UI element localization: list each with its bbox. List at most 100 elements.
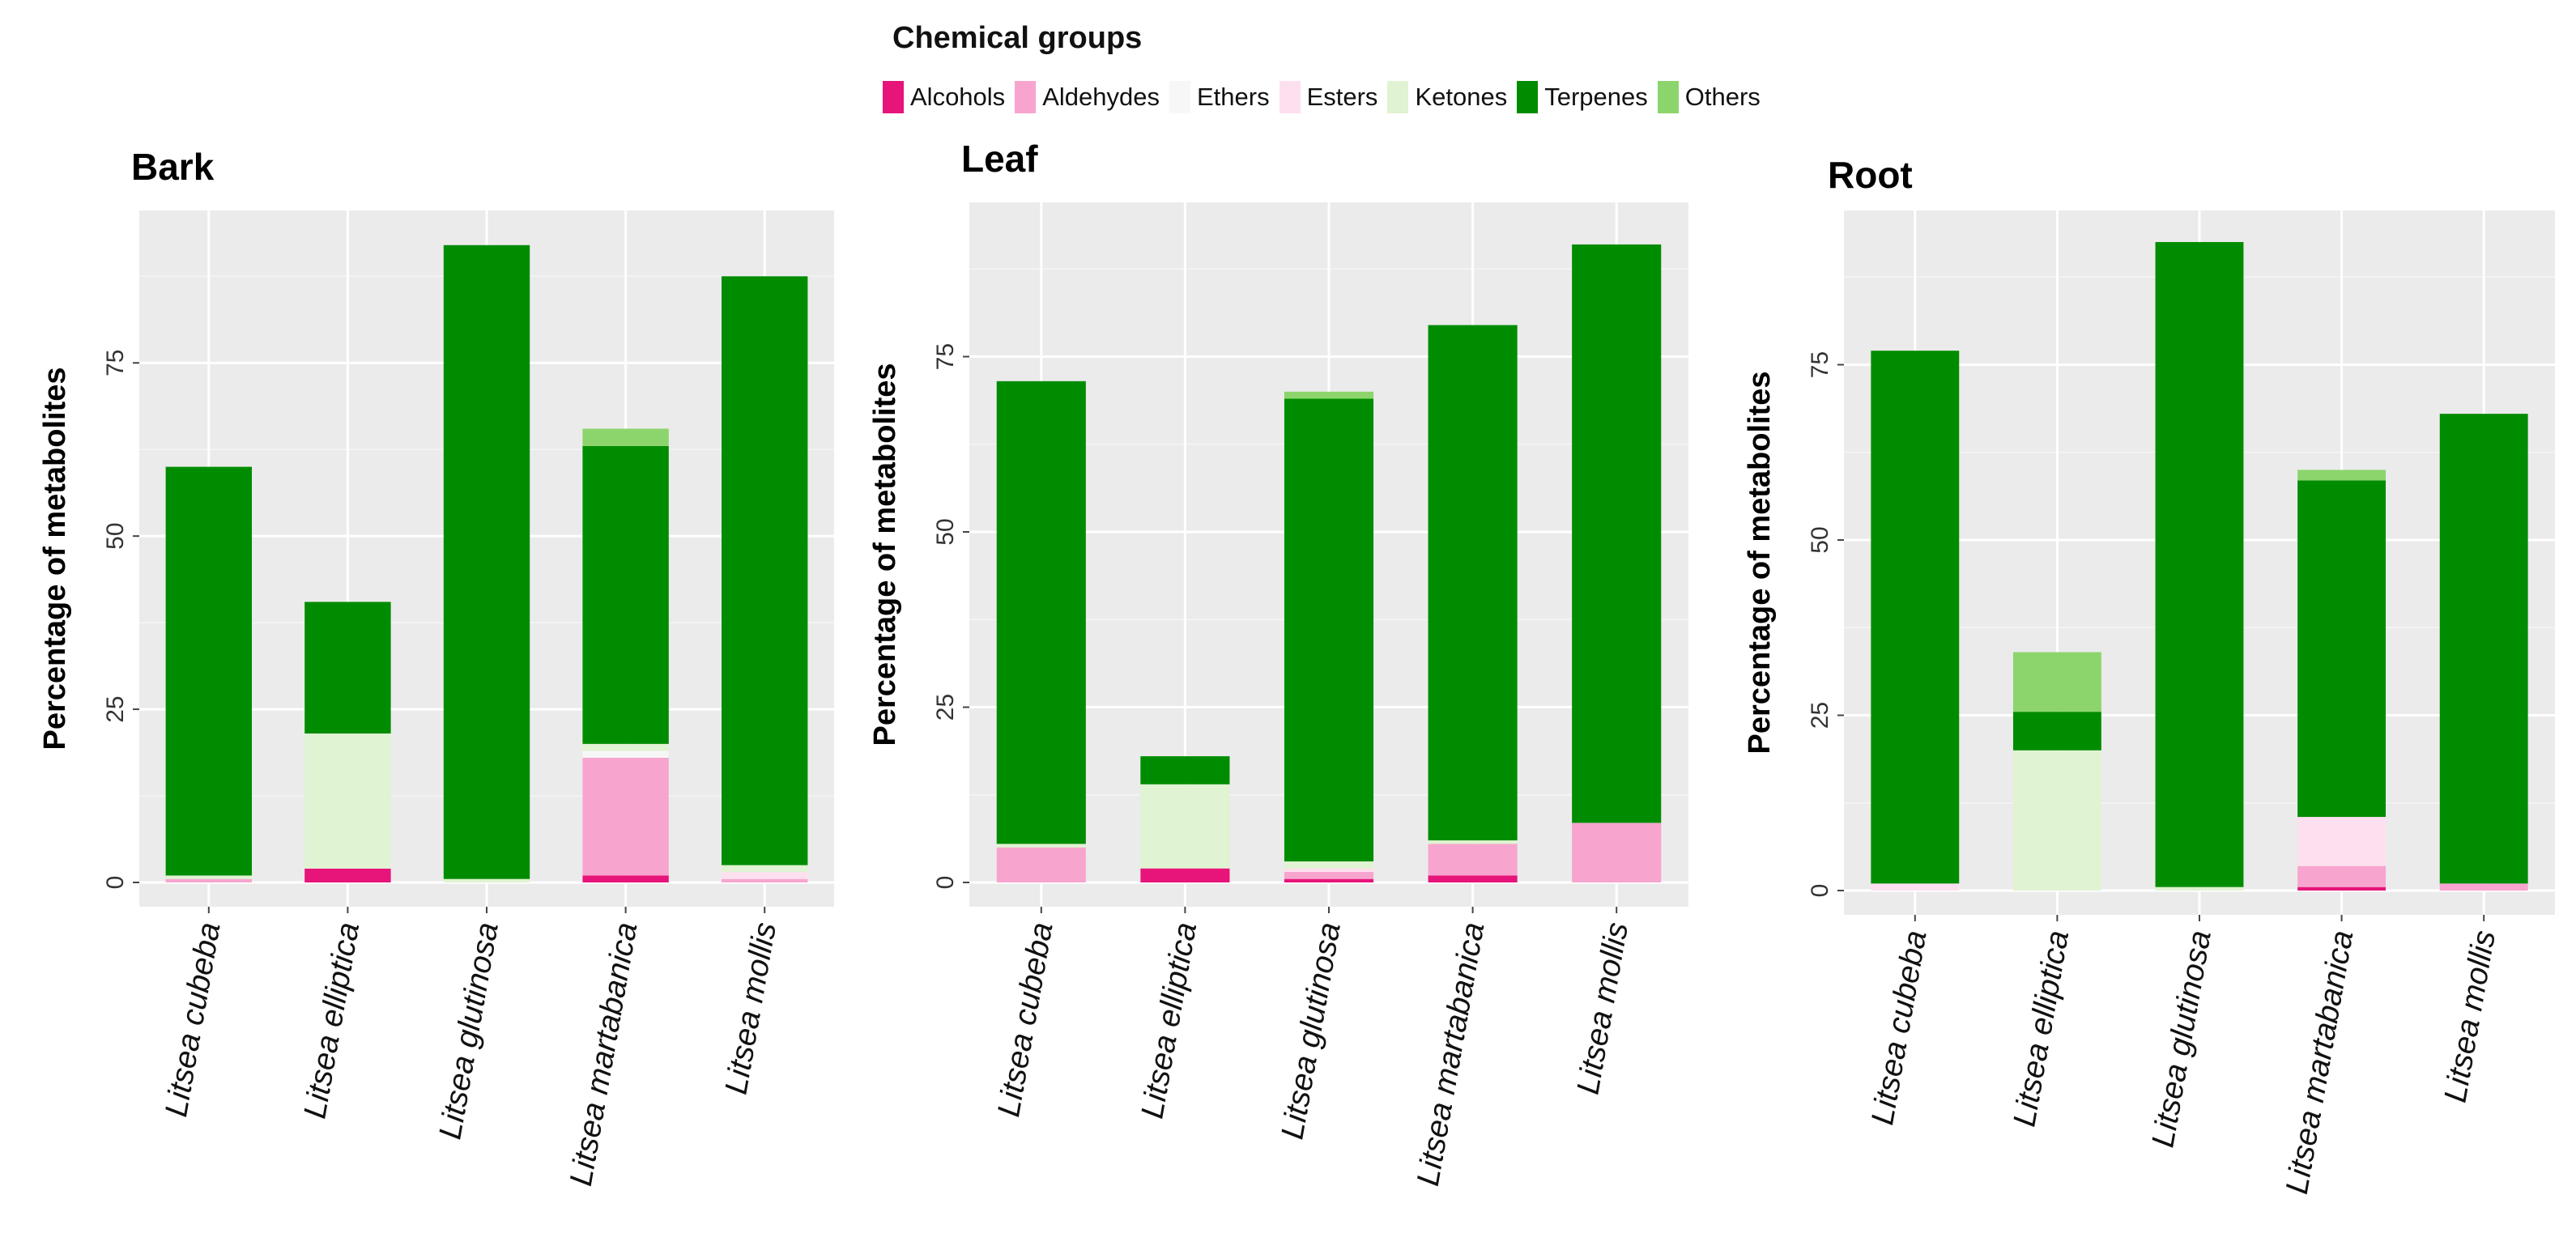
bar-esters-litsea-cubeba bbox=[1871, 883, 1960, 891]
y-tick-label: 0 bbox=[932, 876, 959, 890]
category-label: Litsea glutinosa bbox=[432, 920, 505, 1142]
bar-ketones-litsea-glutinosa bbox=[443, 878, 530, 882]
y-tick-label: 50 bbox=[102, 522, 129, 549]
legend-label-aldehydes: Aldehydes bbox=[1042, 83, 1160, 111]
legend-item-others: Others bbox=[1657, 81, 1761, 113]
legend-swatch-esters bbox=[1279, 81, 1301, 113]
category-label: Litsea martabanica bbox=[1411, 920, 1492, 1188]
bar-esters-litsea-martabanica bbox=[2297, 817, 2387, 866]
bar-terpenes-litsea-glutinosa bbox=[1284, 398, 1374, 862]
category-label: Litsea cubeba bbox=[991, 920, 1060, 1120]
bar-ketones-litsea-martabanica bbox=[1428, 840, 1518, 844]
legend-item-esters: Esters bbox=[1279, 81, 1378, 113]
panel-title: Leaf bbox=[961, 138, 1038, 180]
bar-alcohols-litsea-martabanica bbox=[1428, 875, 1518, 882]
legend-label-terpenes: Terpenes bbox=[1544, 83, 1648, 111]
bar-terpenes-litsea-martabanica bbox=[1428, 325, 1518, 841]
bar-others-litsea-elliptica bbox=[2012, 652, 2101, 712]
bar-aldehydes-litsea-mollis bbox=[2439, 883, 2528, 891]
legend-item-ketones: Ketones bbox=[1387, 81, 1507, 113]
legend-label-alcohols: Alcohols bbox=[910, 83, 1006, 111]
legend-label-ketones: Ketones bbox=[1415, 83, 1508, 111]
bar-ketones-litsea-elliptica bbox=[2012, 750, 2101, 891]
bar-ketones-litsea-cubeba bbox=[165, 875, 252, 879]
y-axis-label: Percentage of metabolites bbox=[868, 363, 902, 746]
bar-terpenes-litsea-elliptica bbox=[1140, 756, 1230, 784]
legend-item-aldehydes: Aldehydes bbox=[1015, 81, 1160, 113]
bar-terpenes-litsea-martabanica bbox=[582, 445, 669, 744]
category-label: Litsea martabanica bbox=[564, 920, 645, 1188]
legend-items: Alcohols Aldehydes Ethers Esters Ketones… bbox=[883, 81, 1770, 113]
bar-others-litsea-martabanica bbox=[582, 428, 669, 446]
bar-ketones-litsea-cubeba bbox=[996, 844, 1086, 848]
y-tick-label: 25 bbox=[932, 694, 959, 721]
bar-ketones-litsea-glutinosa bbox=[2155, 886, 2244, 891]
leaf-panel: Leaf 0 25 50 75 Litsea cubeba Litsea elliptica… bbox=[868, 138, 1688, 1188]
bar-terpenes-litsea-mollis bbox=[2439, 414, 2528, 884]
bar-esters-litsea-mollis bbox=[722, 872, 808, 879]
legend-swatch-terpenes bbox=[1517, 81, 1539, 113]
bar-aldehydes-litsea-martabanica bbox=[2297, 865, 2387, 887]
category-label: Litsea cubeba bbox=[1865, 928, 1934, 1128]
panel-title: Bark bbox=[131, 146, 215, 188]
bar-terpenes-litsea-cubeba bbox=[165, 466, 252, 876]
legend-item-ethers: Ethers bbox=[1169, 81, 1270, 113]
y-tick-label: 0 bbox=[102, 876, 129, 890]
legend-swatch-ethers bbox=[1169, 81, 1190, 113]
y-tick-label: 75 bbox=[932, 343, 959, 370]
bark-panel: Bark 0 25 50 75 Litsea cubeba Litsea elliptica… bbox=[38, 146, 834, 1188]
category-label: Litsea martabanica bbox=[2280, 928, 2361, 1197]
category-label: Litsea mollis bbox=[1570, 920, 1635, 1097]
bar-alcohols-litsea-martabanica bbox=[582, 875, 669, 882]
legend-item-alcohols: Alcohols bbox=[883, 81, 1005, 113]
bar-ketones-litsea-elliptica bbox=[304, 733, 391, 869]
bar-terpenes-litsea-cubeba bbox=[1871, 351, 1960, 884]
category-label: Litsea glutinosa bbox=[2145, 928, 2217, 1150]
bar-alcohols-litsea-elliptica bbox=[304, 868, 391, 882]
category-label: Litsea mollis bbox=[2438, 928, 2502, 1105]
y-tick-label: 50 bbox=[932, 518, 959, 545]
bar-aldehydes-litsea-mollis bbox=[722, 878, 808, 882]
category-label: Litsea elliptica bbox=[2007, 928, 2076, 1129]
bar-aldehydes-litsea-glutinosa bbox=[1284, 872, 1374, 879]
bar-aldehydes-litsea-martabanica bbox=[582, 757, 669, 876]
legend-swatch-ketones bbox=[1387, 81, 1409, 113]
bar-aldehydes-litsea-cubeba bbox=[165, 878, 252, 882]
y-axis-label: Percentage of metabolites bbox=[1743, 371, 1777, 754]
bar-terpenes-litsea-elliptica bbox=[304, 602, 391, 734]
bar-others-litsea-martabanica bbox=[2297, 470, 2387, 481]
category-label: Litsea elliptica bbox=[297, 920, 366, 1121]
bar-terpenes-litsea-elliptica bbox=[2012, 712, 2101, 750]
legend-label-esters: Esters bbox=[1306, 83, 1378, 111]
legend-swatch-others bbox=[1657, 81, 1679, 113]
legend-swatch-aldehydes bbox=[1015, 81, 1037, 113]
y-tick-label: 75 bbox=[102, 350, 129, 376]
bar-esters-litsea-glutinosa bbox=[1284, 868, 1374, 873]
legend: Chemical groups Alcohols Aldehydes Ether… bbox=[883, 16, 1854, 121]
bar-aldehydes-litsea-mollis bbox=[1572, 823, 1662, 882]
y-tick-label: 25 bbox=[102, 695, 129, 722]
bar-terpenes-litsea-mollis bbox=[1572, 244, 1662, 823]
legend-title: Chemical groups bbox=[892, 21, 1143, 55]
bar-alcohols-litsea-martabanica bbox=[2297, 886, 2387, 891]
bar-terpenes-litsea-glutinosa bbox=[2155, 241, 2244, 887]
bar-terpenes-litsea-cubeba bbox=[996, 381, 1086, 844]
bar-ethers-litsea-martabanica bbox=[582, 750, 669, 758]
y-tick-label: 0 bbox=[1807, 884, 1833, 898]
bar-terpenes-litsea-mollis bbox=[722, 276, 808, 865]
bar-terpenes-litsea-martabanica bbox=[2297, 480, 2387, 818]
bar-others-litsea-glutinosa bbox=[1284, 391, 1374, 399]
y-tick-label: 50 bbox=[1807, 526, 1833, 553]
legend-swatch-alcohols bbox=[883, 81, 904, 113]
bar-alcohols-litsea-elliptica bbox=[1140, 868, 1230, 882]
legend-item-terpenes: Terpenes bbox=[1517, 81, 1648, 113]
bar-alcohols-litsea-glutinosa bbox=[1284, 878, 1374, 882]
panel-title: Root bbox=[1828, 154, 1913, 196]
category-label: Litsea glutinosa bbox=[1275, 920, 1347, 1142]
bar-ketones-litsea-glutinosa bbox=[1284, 861, 1374, 869]
category-label: Litsea elliptica bbox=[1135, 920, 1203, 1121]
bar-ketones-litsea-elliptica bbox=[1140, 784, 1230, 869]
category-label: Litsea cubeba bbox=[159, 920, 228, 1120]
legend-label-others: Others bbox=[1684, 83, 1761, 111]
bar-aldehydes-litsea-martabanica bbox=[1428, 844, 1518, 876]
